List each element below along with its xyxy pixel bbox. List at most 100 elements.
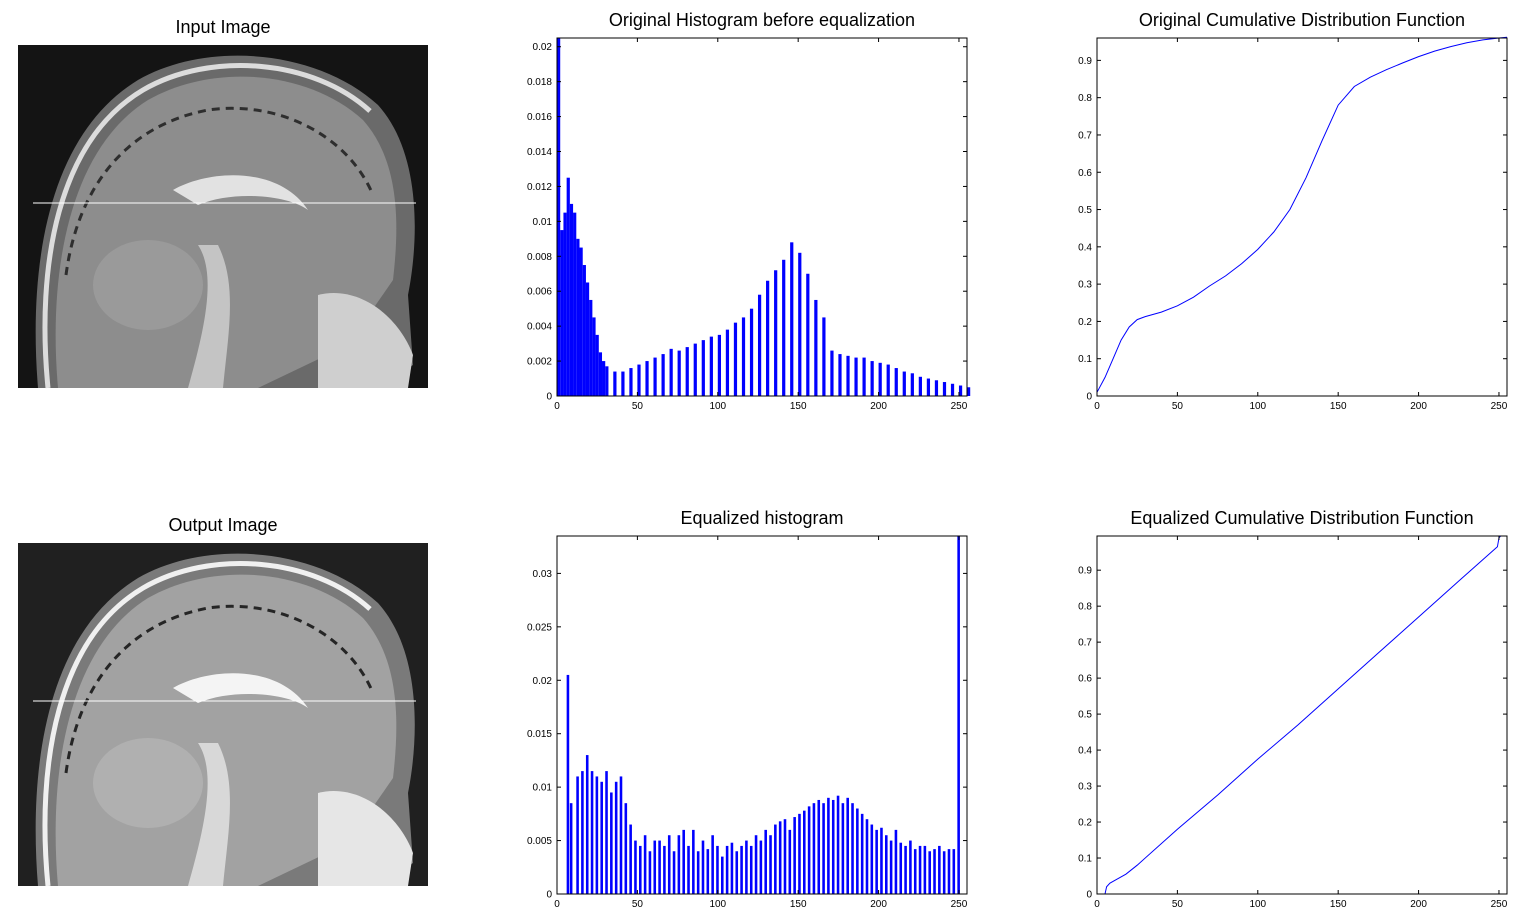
bar <box>576 238 580 396</box>
bar <box>856 808 859 894</box>
bar <box>614 781 618 894</box>
bar <box>749 845 753 894</box>
bar <box>735 851 739 894</box>
y-tick-label: 0.9 <box>1078 566 1092 577</box>
input-mri-image <box>18 45 428 389</box>
bar <box>918 376 922 396</box>
cdf-line <box>1104 535 1501 895</box>
y-tick-label: 0.5 <box>1078 710 1092 721</box>
bar <box>793 817 796 894</box>
bar <box>806 273 810 396</box>
bar <box>624 803 628 894</box>
x-tick-label: 50 <box>632 401 644 412</box>
axes-frame <box>1096 37 1508 397</box>
y-tick-label: 0.012 <box>527 182 552 193</box>
x-tick-label: 0 <box>554 401 560 412</box>
axes-frame <box>1096 535 1508 895</box>
bar <box>846 797 849 894</box>
y-tick-label: 0.008 <box>527 252 552 263</box>
bar <box>619 776 623 894</box>
bar <box>942 382 947 396</box>
bar <box>830 350 834 396</box>
bar <box>589 299 593 396</box>
bar <box>610 792 613 894</box>
bar <box>658 840 661 894</box>
bar <box>685 347 689 396</box>
bar <box>754 835 758 894</box>
x-tick-label: 0 <box>1094 401 1100 412</box>
bar <box>831 799 835 894</box>
x-tick-label: 250 <box>951 401 968 412</box>
bar <box>661 354 665 396</box>
input-image-title: Input Image <box>175 17 271 37</box>
bar <box>757 294 762 396</box>
bar <box>783 819 787 894</box>
y-tick-label: 0.7 <box>1078 638 1092 649</box>
bar <box>950 383 955 396</box>
y-tick-label: 0.8 <box>1078 602 1092 613</box>
bar <box>643 835 647 894</box>
x-tick-label: 0 <box>1094 899 1100 910</box>
bar <box>822 803 825 894</box>
bar <box>725 329 730 396</box>
y-tick-label: 0.2 <box>1078 818 1092 829</box>
eq-cdf-title: Equalized Cumulative Distribution Functi… <box>1130 508 1474 528</box>
bar <box>807 806 811 894</box>
x-tick-label: 100 <box>1249 401 1266 412</box>
x-tick-label: 200 <box>1410 401 1427 412</box>
y-tick-label: 0.014 <box>527 147 552 158</box>
y-tick-label: 0.004 <box>527 322 552 333</box>
bar <box>605 771 608 894</box>
bar <box>621 371 625 396</box>
bar <box>566 674 570 894</box>
y-tick-label: 0.005 <box>527 836 552 847</box>
x-tick-label: 250 <box>951 899 968 910</box>
bar <box>706 849 710 894</box>
bar <box>947 849 951 894</box>
bar <box>682 829 685 894</box>
cdf-line <box>1096 36 1508 393</box>
bar <box>634 840 637 894</box>
bar <box>814 299 818 396</box>
bar <box>600 781 603 894</box>
bar <box>585 755 589 894</box>
axes-frame <box>556 37 968 397</box>
bar <box>846 355 850 396</box>
orig-cdf-title: Original Cumulative Distribution Functio… <box>1138 10 1466 30</box>
y-tick-label: 0.02 <box>533 42 553 53</box>
bar <box>902 371 906 396</box>
y-tick-label: 0.016 <box>527 112 552 123</box>
bar <box>581 771 584 894</box>
y-tick-label: 0 <box>1086 392 1092 403</box>
bar <box>854 357 858 396</box>
bar <box>769 835 772 894</box>
x-tick-label: 250 <box>1491 899 1508 910</box>
x-tick-label: 0 <box>554 899 560 910</box>
bar <box>870 824 874 894</box>
bar <box>557 38 561 396</box>
bar <box>774 824 777 894</box>
bar <box>862 357 866 396</box>
bar <box>701 340 705 396</box>
y-tick-label: 0.01 <box>533 217 553 228</box>
x-tick-label: 150 <box>1330 899 1347 910</box>
y-tick-label: 0.015 <box>527 729 552 740</box>
bar <box>923 845 927 894</box>
bar <box>774 270 778 396</box>
bar <box>942 851 946 894</box>
y-tick-label: 0.006 <box>527 287 552 298</box>
bar <box>566 177 570 396</box>
bar <box>672 851 676 894</box>
bar <box>637 364 641 396</box>
x-tick-label: 50 <box>1172 401 1184 412</box>
bar <box>629 824 632 894</box>
bar <box>889 840 893 894</box>
bar <box>709 336 713 396</box>
bar <box>913 849 917 894</box>
y-tick-label: 0.4 <box>1078 242 1092 253</box>
bar <box>629 368 633 396</box>
x-tick-label: 100 <box>709 401 726 412</box>
x-tick-label: 100 <box>1249 899 1266 910</box>
x-tick-label: 250 <box>1491 401 1508 412</box>
